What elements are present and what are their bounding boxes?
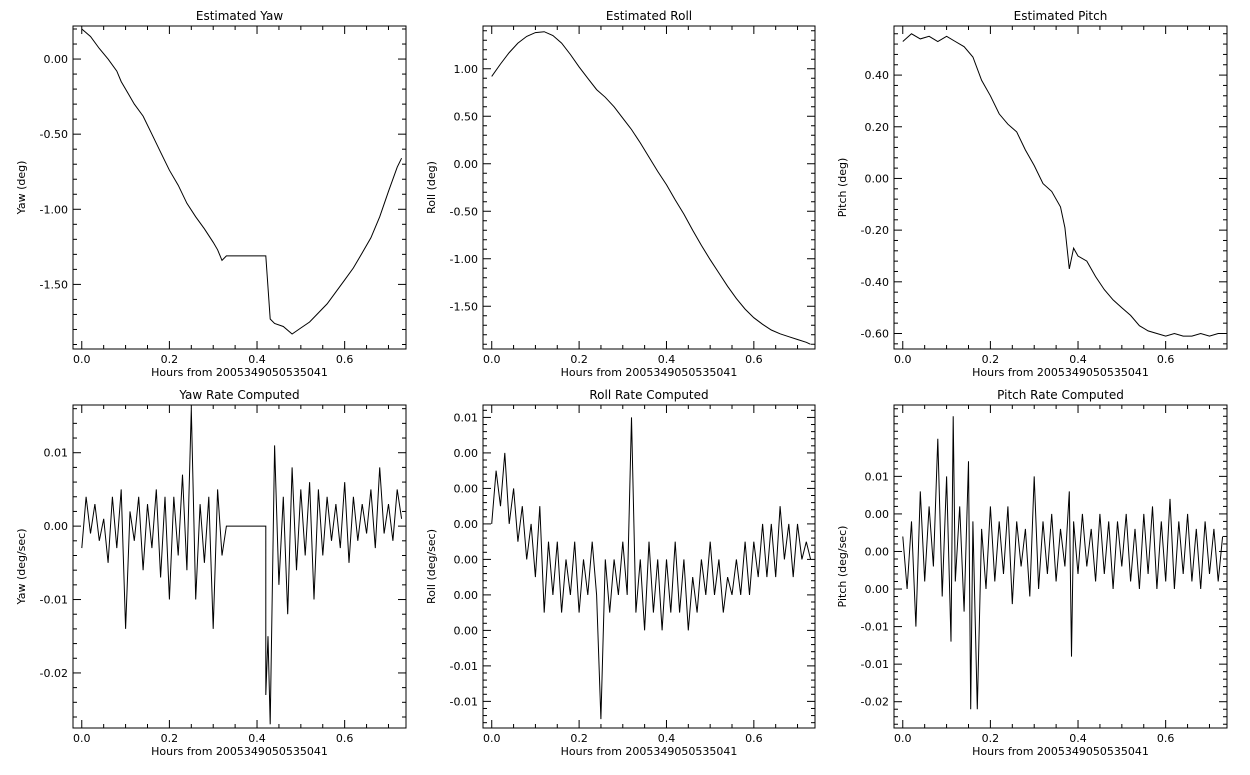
y-axis-label: Pitch (deg) <box>836 158 849 218</box>
y-tick-label: 0.00 <box>44 53 69 66</box>
x-tick-label: 0.4 <box>658 353 676 366</box>
x-tick-label: 0.4 <box>1069 353 1087 366</box>
x-tick-label: 0.2 <box>982 732 1000 745</box>
x-tick-label: 0.2 <box>570 353 588 366</box>
y-axis-label: Roll (deg) <box>425 161 438 214</box>
x-tick-label: 0.6 <box>336 732 354 745</box>
x-tick-label: 0.0 <box>483 353 501 366</box>
x-tick-label: 0.4 <box>248 732 266 745</box>
chart-title: Estimated Roll <box>606 9 692 23</box>
x-tick-label: 0.6 <box>1157 353 1175 366</box>
x-tick-label: 0.0 <box>73 732 91 745</box>
y-tick-label: -1.00 <box>40 203 68 216</box>
plot-frame <box>893 404 1228 729</box>
y-tick-label: 0.00 <box>865 545 890 558</box>
x-tick-label: 0.4 <box>248 353 266 366</box>
y-axis-label: Yaw (deg/sec) <box>15 528 28 605</box>
y-tick-label: 0.40 <box>865 69 890 82</box>
y-tick-label: -0.01 <box>450 695 478 708</box>
y-tick-label: -0.50 <box>40 128 68 141</box>
y-tick-label: -0.02 <box>40 667 68 680</box>
x-tick-label: 0.6 <box>745 353 763 366</box>
y-tick-label: -0.01 <box>861 658 889 671</box>
x-axis-label: Hours from 2005349050535041 <box>151 366 328 379</box>
chart-roll: Estimated Roll Hours from 200534905053504… <box>425 9 816 379</box>
y-tick-label: 1.00 <box>454 63 479 76</box>
x-axis-label: Hours from 2005349050535041 <box>561 366 738 379</box>
x-tick-label: 0.4 <box>1069 732 1087 745</box>
x-tick-label: 0.2 <box>161 732 179 745</box>
y-tick-label: 0.20 <box>865 121 890 134</box>
y-tick-label: 0.00 <box>454 589 479 602</box>
y-tick-label: 0.00 <box>865 583 890 596</box>
y-tick-label: -0.20 <box>861 224 889 237</box>
y-tick-label: 0.00 <box>454 624 479 637</box>
y-tick-label: 0.00 <box>865 508 890 521</box>
chart-pitch: Estimated Pitch Hours from 20053490505350… <box>836 9 1228 379</box>
y-tick-label: 0.01 <box>44 447 69 460</box>
x-axis-label: Hours from 2005349050535041 <box>151 745 328 758</box>
x-axis-label: Hours from 2005349050535041 <box>561 745 738 758</box>
chart-pitchrate: Pitch Rate Computed Hours from 2005349050… <box>836 388 1228 758</box>
plot-frame <box>72 404 407 729</box>
y-tick-label: 0.00 <box>454 158 479 171</box>
y-tick-label: -0.02 <box>861 696 889 709</box>
plot-frame <box>72 25 407 350</box>
y-tick-label: -0.01 <box>40 594 68 607</box>
y-tick-label: 0.00 <box>454 553 479 566</box>
x-axis-label: Hours from 2005349050535041 <box>972 745 1149 758</box>
chart-title: Roll Rate Computed <box>589 388 708 402</box>
x-tick-label: 0.2 <box>570 732 588 745</box>
y-tick-label: 0.00 <box>44 520 69 533</box>
x-tick-label: 0.4 <box>658 732 676 745</box>
x-tick-label: 0.0 <box>894 353 912 366</box>
y-tick-label: -0.50 <box>450 205 478 218</box>
chart-yaw: Estimated Yaw Hours from 2005349050535041… <box>15 9 407 379</box>
y-axis-label: Roll (deg/sec) <box>425 529 438 604</box>
x-tick-label: 0.0 <box>894 732 912 745</box>
plot-frame <box>482 404 816 729</box>
y-axis-label: Pitch (deg/sec) <box>836 526 849 608</box>
y-tick-label: 0.01 <box>865 470 890 483</box>
chart-title: Estimated Yaw <box>196 9 283 23</box>
x-tick-label: 0.6 <box>336 353 354 366</box>
chart-title: Estimated Pitch <box>1014 9 1108 23</box>
x-tick-label: 0.6 <box>1157 732 1175 745</box>
series-line <box>491 31 811 345</box>
series-line <box>491 417 812 720</box>
y-tick-label: -0.01 <box>450 660 478 673</box>
y-tick-label: 0.00 <box>454 482 479 495</box>
chart-title: Pitch Rate Computed <box>997 388 1124 402</box>
y-tick-label: -1.50 <box>450 300 478 313</box>
x-tick-label: 0.6 <box>745 732 763 745</box>
y-tick-label: -0.40 <box>861 276 889 289</box>
y-tick-label: -1.50 <box>40 278 68 291</box>
plot-frame <box>893 25 1228 350</box>
y-tick-label: 0.50 <box>454 110 479 123</box>
y-tick-label: -0.60 <box>861 327 889 340</box>
x-axis-label: Hours from 2005349050535041 <box>972 366 1149 379</box>
x-tick-label: 0.0 <box>73 353 91 366</box>
y-tick-label: -0.01 <box>861 621 889 634</box>
series-line <box>902 416 1224 710</box>
y-tick-label: 0.00 <box>454 518 479 531</box>
y-tick-label: 0.00 <box>865 172 890 185</box>
series-line <box>81 408 403 725</box>
x-tick-label: 0.2 <box>982 353 1000 366</box>
series-line <box>902 33 1223 337</box>
x-tick-label: 0.2 <box>161 353 179 366</box>
chart-rollrate: Roll Rate Computed Hours from 20053490505… <box>425 388 816 758</box>
chart-yawrate: Yaw Rate Computed Hours from 200534905053… <box>15 388 407 758</box>
plot-frame <box>482 25 816 350</box>
series-line <box>81 28 403 335</box>
chart-title: Yaw Rate Computed <box>178 388 299 402</box>
y-tick-label: -1.00 <box>450 253 478 266</box>
x-tick-label: 0.0 <box>483 732 501 745</box>
y-tick-label: 0.01 <box>454 411 479 424</box>
y-axis-label: Yaw (deg) <box>15 161 28 216</box>
y-tick-label: 0.00 <box>454 447 479 460</box>
